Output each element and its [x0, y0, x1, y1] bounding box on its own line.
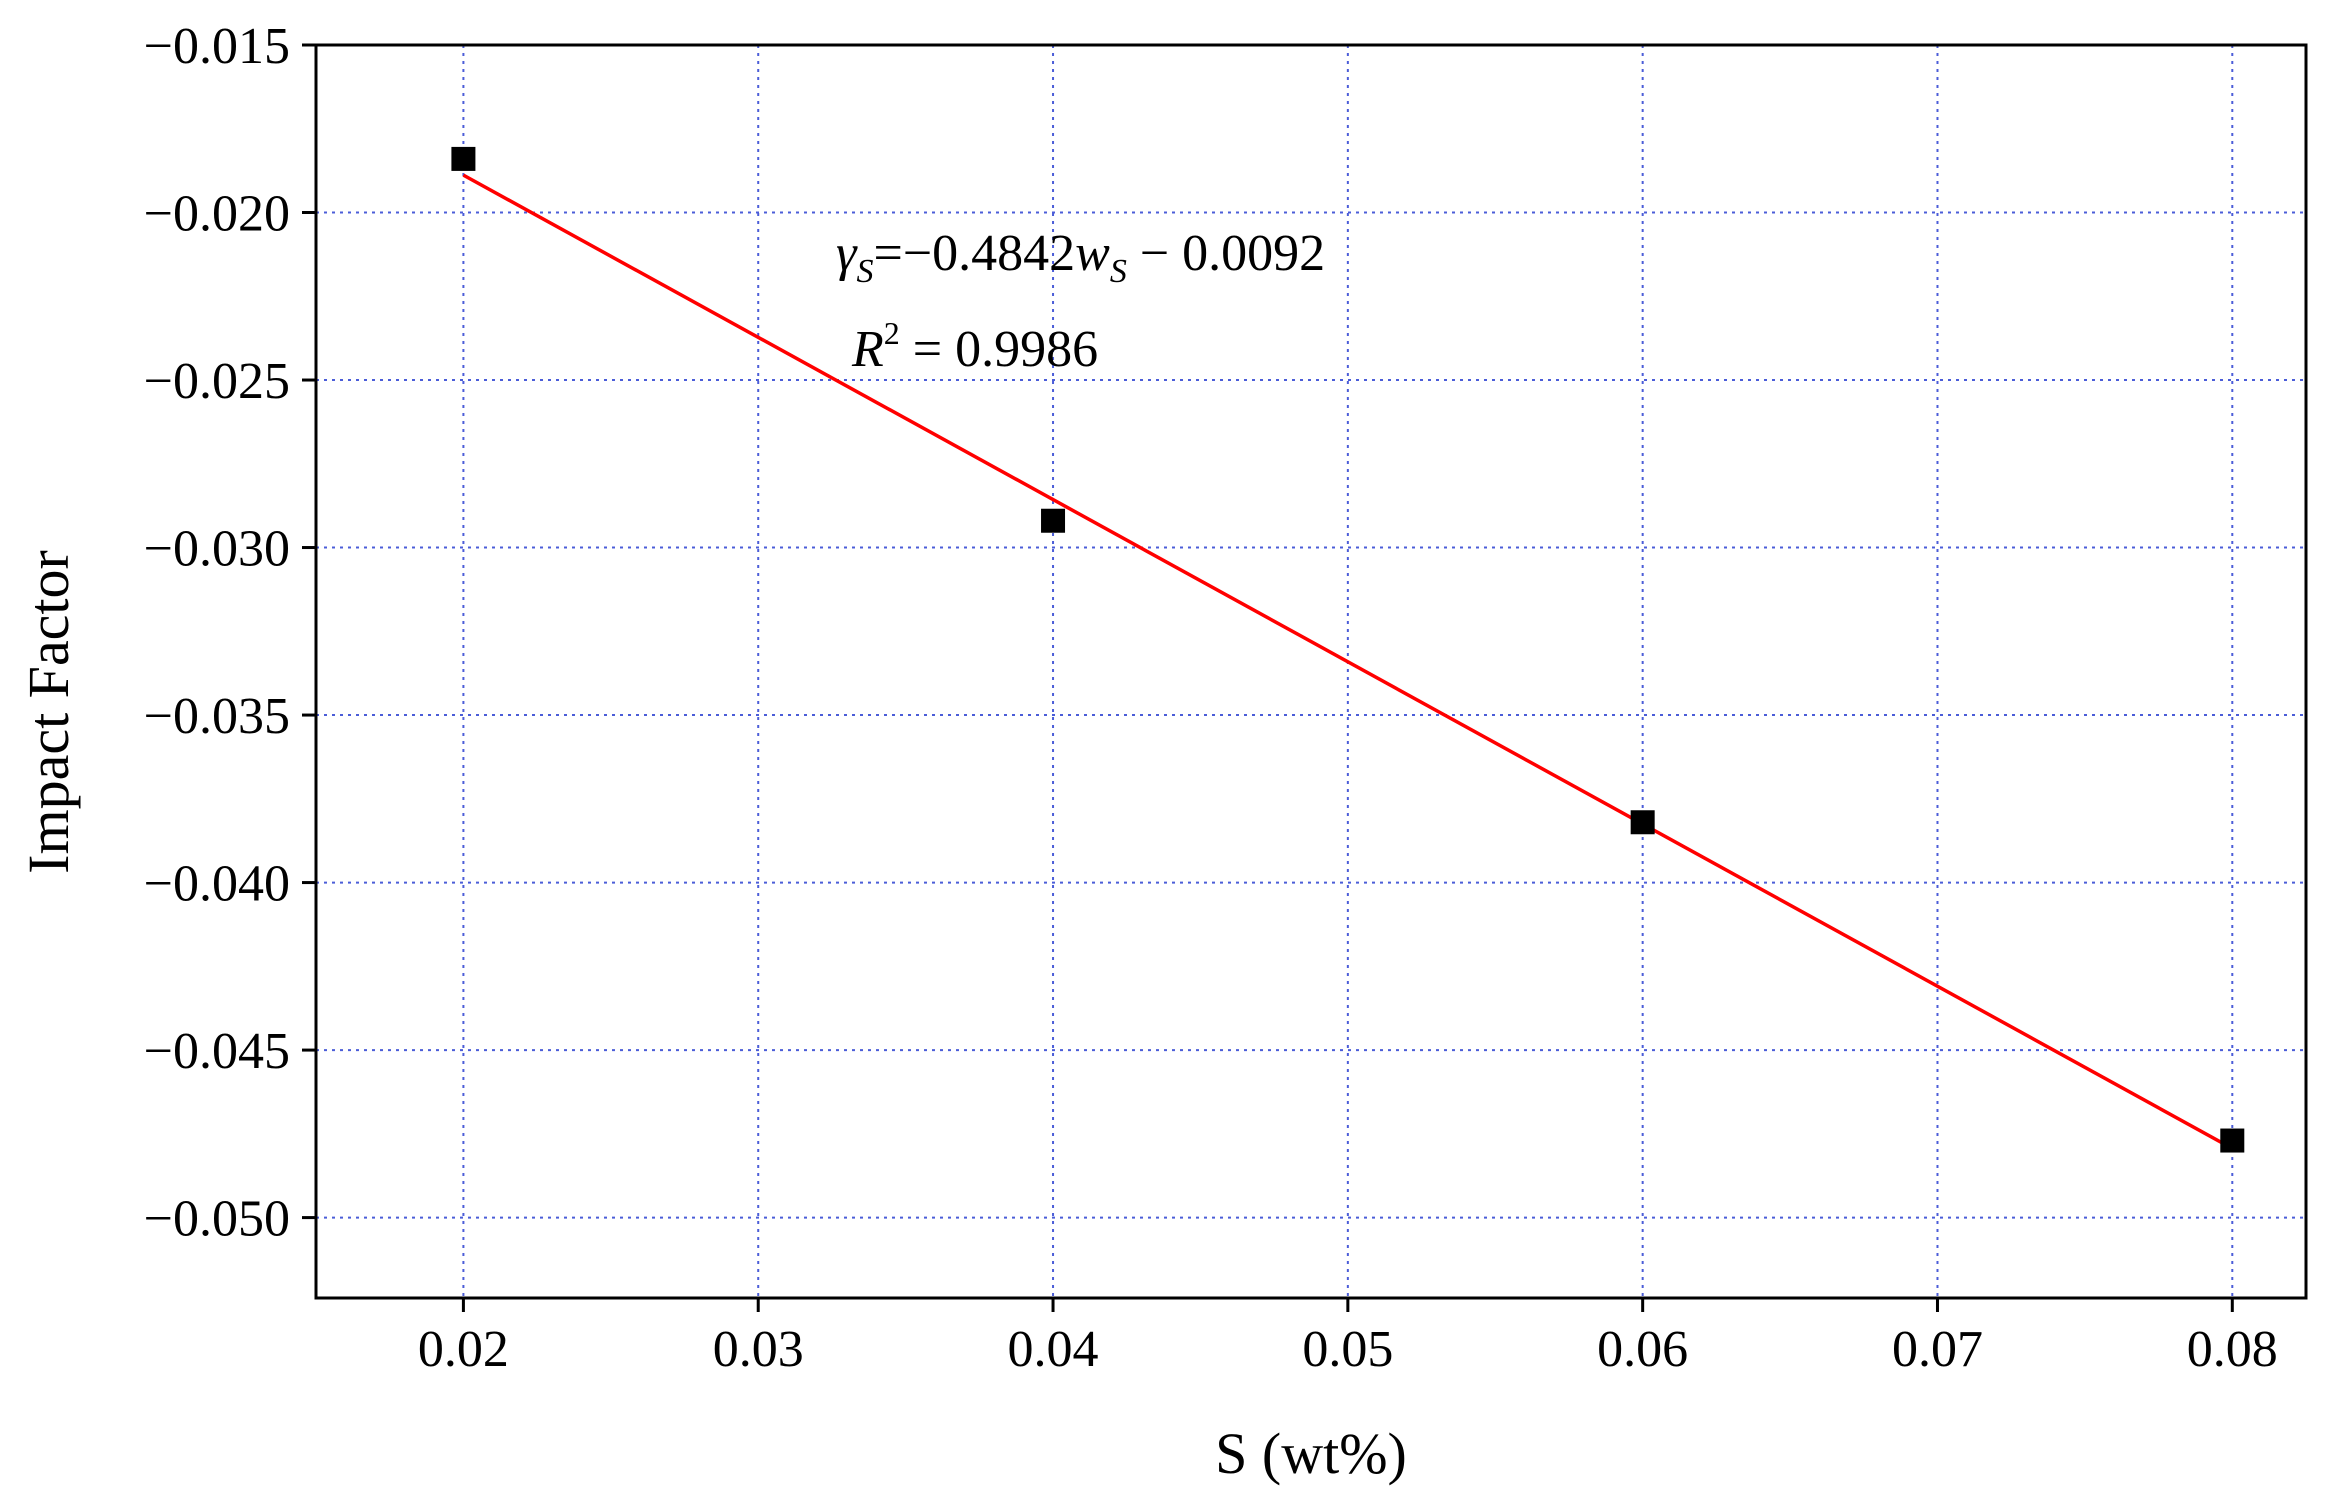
y-tick-label: −0.025	[144, 353, 290, 410]
eq-w-sub: S	[1110, 253, 1127, 290]
data-point	[1630, 810, 1655, 835]
y-tick-label: −0.045	[144, 1023, 290, 1080]
eq-main: =−0.4842	[874, 225, 1076, 282]
x-tick-label: 0.06	[1597, 1321, 1688, 1378]
y-tick-label: −0.030	[144, 521, 290, 578]
fit-line	[462, 173, 2234, 1150]
r2-r: R	[851, 321, 884, 378]
data-point	[451, 146, 476, 171]
y-tick-label: −0.020	[144, 186, 290, 243]
eq-tail: − 0.0092	[1127, 225, 1325, 282]
y-tick-label: −0.035	[144, 688, 290, 745]
data-point	[2220, 1128, 2245, 1153]
series-layer	[451, 146, 2245, 1153]
eq-w: w	[1075, 225, 1110, 282]
y-tick-label: −0.040	[144, 856, 290, 913]
plot-frame	[314, 43, 2308, 1300]
r2-annotation: R2 = 0.9986	[851, 315, 1098, 378]
x-tick-label: 0.08	[2187, 1321, 2278, 1378]
x-tick-label: 0.07	[1892, 1321, 1983, 1378]
tick-layer: 0.02 0.03 0.04 0.05 0.06 0.07 0.08 −0.015 −0.020…	[144, 18, 2278, 1378]
equation-annotation: γS=−0.4842wS − 0.0092	[836, 225, 1325, 290]
y-axis-label: Impact Factor	[16, 550, 81, 874]
x-tick-label: 0.05	[1302, 1321, 1393, 1378]
x-tick-label: 0.04	[1008, 1321, 1099, 1378]
eq-gamma-sub: S	[857, 253, 874, 290]
r2-sup: 2	[884, 315, 900, 351]
x-tick-label: 0.03	[713, 1321, 804, 1378]
data-point	[1041, 508, 1066, 533]
grid-layer	[316, 45, 2306, 1298]
y-tick-label: −0.015	[144, 18, 290, 75]
eq-gamma: γ	[836, 225, 858, 282]
x-tick-label: 0.02	[418, 1321, 509, 1378]
x-axis-label: S (wt%)	[1215, 1421, 1407, 1486]
y-tick-label: −0.050	[144, 1191, 290, 1248]
r2-tail: = 0.9986	[900, 321, 1098, 378]
